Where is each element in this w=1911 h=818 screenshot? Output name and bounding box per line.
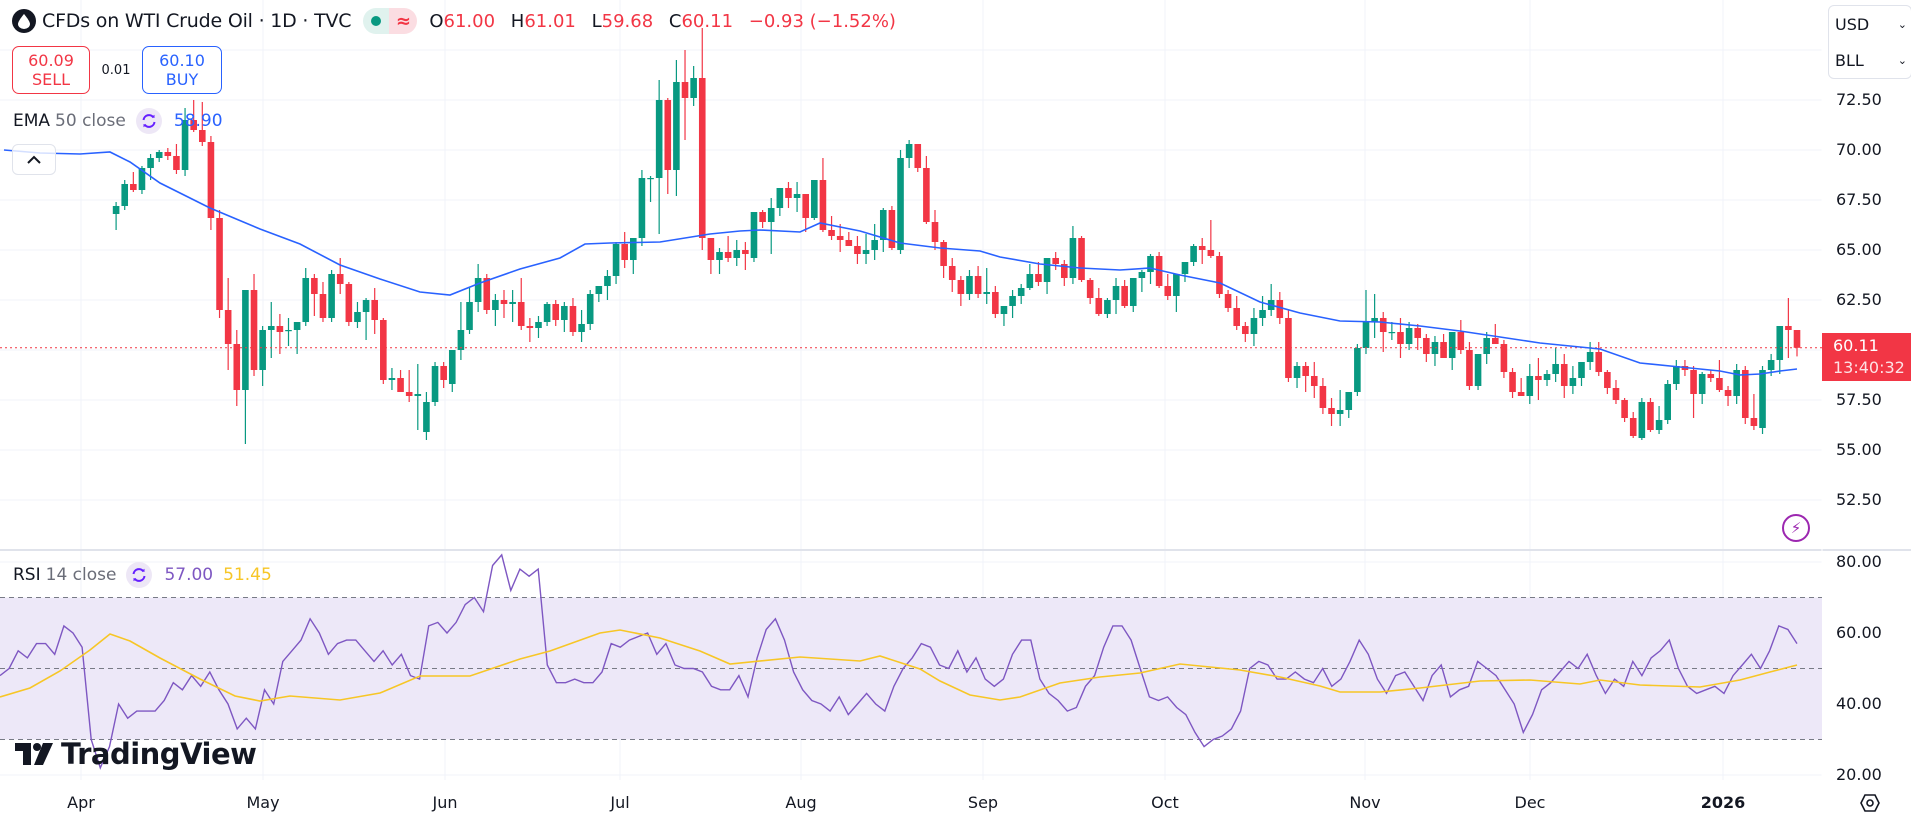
time-tick: Jul <box>610 793 630 812</box>
ema-name: EMA <box>13 111 51 131</box>
currency-value: USD <box>1835 14 1870 34</box>
tv-logo-icon <box>15 743 53 765</box>
logo-text: TradingView <box>61 737 257 771</box>
bar-countdown: 13:40:32 <box>1833 358 1905 377</box>
time-tick: Oct <box>1151 793 1179 812</box>
time-tick: Sep <box>967 793 999 812</box>
price-tick: 67.50 <box>1836 190 1882 209</box>
spread-value: 0.01 <box>101 62 131 78</box>
buy-label: BUY <box>165 70 199 89</box>
low-label: L <box>591 10 602 32</box>
tradingview-logo[interactable]: TradingView <box>15 737 257 771</box>
high-label: H <box>510 10 525 32</box>
market-open-dot-icon <box>363 8 390 34</box>
low-value: 59.68 <box>601 10 654 32</box>
symbol-legend[interactable]: CFDs on WTI Crude Oil · 1D · TVC ≈ O61.0… <box>12 8 906 34</box>
axis-unit-controls: USD ⌄ BLL ⌄ <box>1828 5 1911 79</box>
rsi-tick: 80.00 <box>1836 552 1882 571</box>
rsi-ma-value: 51.45 <box>223 565 272 585</box>
chevron-down-icon: ⌄ <box>1897 53 1907 67</box>
time-tick: Jun <box>432 793 458 812</box>
symbol-title[interactable]: CFDs on WTI Crude Oil · 1D · TVC <box>42 10 352 32</box>
rsi-tick: 40.00 <box>1836 694 1882 713</box>
rsi-tick: 60.00 <box>1836 623 1882 642</box>
buy-price: 60.10 <box>159 51 205 70</box>
lightning-icon[interactable]: ⚡ <box>1782 514 1810 542</box>
price-tick: 52.50 <box>1836 490 1882 509</box>
open-label: O <box>429 10 444 32</box>
oil-drop-icon <box>12 9 36 33</box>
ema-legend[interactable]: EMA 50 close 58.90 <box>13 108 233 134</box>
settings-icon[interactable] <box>1860 793 1880 818</box>
last-price: 60.11 <box>1833 336 1879 355</box>
approx-icon: ≈ <box>389 8 418 34</box>
chevron-down-icon: ⌄ <box>1897 17 1907 31</box>
close-value: 60.11 <box>681 10 734 32</box>
market-status-pill[interactable]: ≈ <box>363 8 418 34</box>
ema-value: 58.90 <box>173 111 223 131</box>
price-tick: 62.50 <box>1836 290 1882 309</box>
change-value: −0.93 (−1.52%) <box>748 10 896 32</box>
time-tick: Dec <box>1514 793 1546 812</box>
last-price-label: 60.11 13:40:32 <box>1822 333 1911 381</box>
ema-args: 50 close <box>55 111 126 131</box>
collapse-legend-button[interactable] <box>12 144 56 175</box>
time-tick: 2026 <box>1700 793 1746 812</box>
price-tick: 70.00 <box>1836 140 1882 159</box>
price-tick: 55.00 <box>1836 440 1882 459</box>
price-tick: 72.50 <box>1836 90 1882 109</box>
trade-panel: 60.09 SELL 0.01 60.10 BUY <box>12 46 222 94</box>
rsi-legend[interactable]: RSI 14 close 57.00 51.45 <box>13 562 282 588</box>
rsi-value: 57.00 <box>164 565 214 585</box>
sell-button[interactable]: 60.09 SELL <box>12 46 90 94</box>
high-value: 61.01 <box>524 10 576 32</box>
sell-label: SELL <box>31 70 71 89</box>
refresh-icon[interactable] <box>126 562 153 588</box>
time-tick: Nov <box>1349 793 1381 812</box>
rsi-name: RSI <box>13 565 41 585</box>
refresh-icon[interactable] <box>135 108 162 134</box>
time-tick: Apr <box>67 793 95 812</box>
currency-select[interactable]: USD ⌄ <box>1829 6 1911 42</box>
buy-button[interactable]: 60.10 BUY <box>142 46 222 94</box>
close-label: C <box>668 10 682 32</box>
unit-value: BLL <box>1835 50 1864 70</box>
chevron-up-icon <box>27 155 41 164</box>
time-tick: Aug <box>785 793 817 812</box>
sell-price: 60.09 <box>28 51 74 70</box>
unit-select[interactable]: BLL ⌄ <box>1829 42 1911 78</box>
time-tick: May <box>246 793 280 812</box>
price-tick: 65.00 <box>1836 240 1882 259</box>
rsi-tick: 20.00 <box>1836 765 1882 784</box>
ohlc-values: O61.00 H61.01 L59.68 C60.11 −0.93 (−1.52… <box>429 11 906 32</box>
rsi-args: 14 close <box>45 565 117 585</box>
price-tick: 57.50 <box>1836 390 1882 409</box>
open-value: 61.00 <box>443 10 496 32</box>
